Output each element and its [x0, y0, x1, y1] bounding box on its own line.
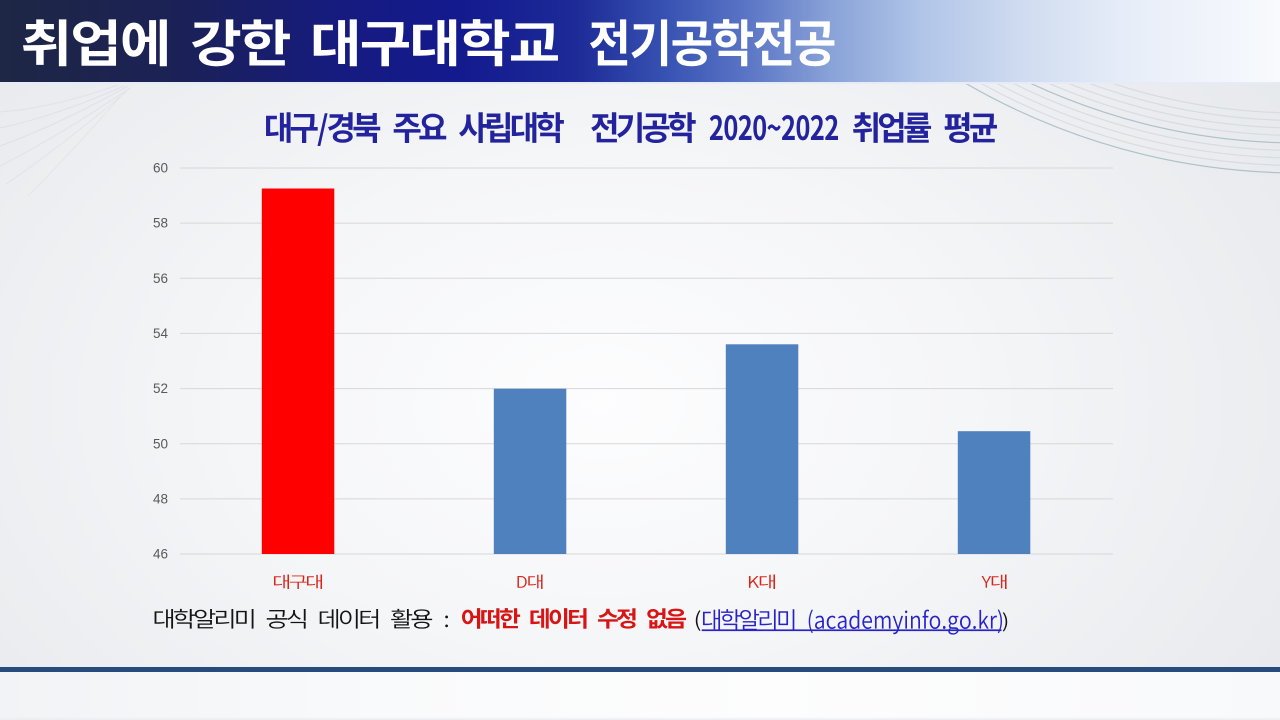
- svg-text:58: 58: [153, 216, 168, 231]
- svg-text:50: 50: [153, 436, 168, 451]
- svg-text:48: 48: [153, 492, 168, 507]
- svg-text:52: 52: [153, 381, 168, 396]
- svg-text:46: 46: [153, 547, 168, 562]
- svg-text:56: 56: [153, 271, 168, 286]
- svg-text:54: 54: [153, 326, 169, 341]
- svg-text:60: 60: [153, 161, 168, 176]
